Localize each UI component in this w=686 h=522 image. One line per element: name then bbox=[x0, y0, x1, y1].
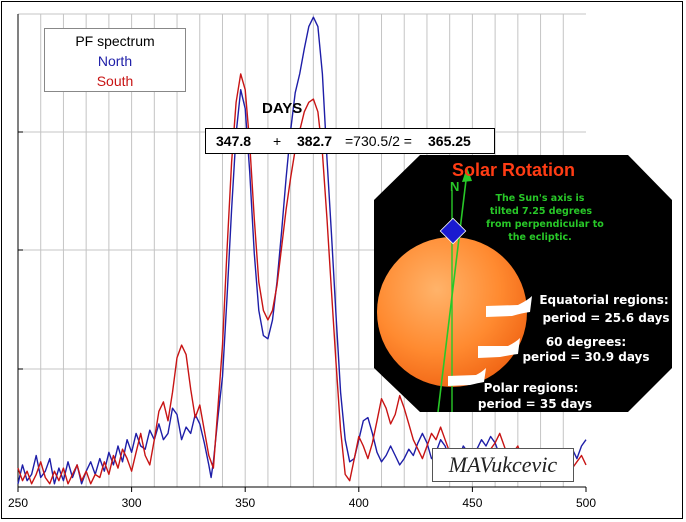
chart-legend: PF spectrum North South bbox=[44, 28, 186, 92]
x-axis-ticks: 250 300 350 400 450 500 bbox=[8, 487, 596, 510]
series-line-north bbox=[17, 16, 587, 485]
inset-title: Solar Rotation bbox=[452, 160, 575, 180]
axis-note-line-2: tilted 7.25 degrees bbox=[490, 206, 593, 217]
legend-title: PF spectrum bbox=[75, 33, 155, 49]
legend-entry-south: South bbox=[96, 73, 134, 89]
x-tick-label: 250 bbox=[8, 496, 28, 510]
equation-plus: + bbox=[273, 133, 282, 149]
x-tick-label: 400 bbox=[349, 496, 369, 510]
x-tick-label: 450 bbox=[462, 496, 482, 510]
axis-arrow-head bbox=[462, 167, 472, 182]
region-polar-line-1: Polar regions: bbox=[484, 381, 579, 395]
equatorial-flow-arrow bbox=[486, 296, 532, 317]
region-equatorial-line-2: period = 25.6 days bbox=[542, 311, 669, 325]
north-pole-marker bbox=[439, 217, 467, 245]
days-title: DAYS bbox=[262, 100, 303, 117]
equation-south-value: 382.7 bbox=[297, 133, 333, 149]
equation-result: 365.25 bbox=[428, 133, 471, 149]
region-equatorial-line-1: Equatorial regions: bbox=[539, 293, 668, 307]
axis-note-line-4: the ecliptic. bbox=[508, 232, 571, 243]
polar-flow-arrow bbox=[448, 368, 486, 386]
mid-latitude-flow-arrow bbox=[478, 338, 520, 358]
region-60deg-line-1: 60 degrees: bbox=[546, 335, 626, 349]
x-tick-label: 350 bbox=[235, 496, 255, 510]
equation-north-value: 347.8 bbox=[216, 133, 252, 149]
solar-rotation-inset: Solar Rotation N The Sun's axis is tilte… bbox=[374, 155, 672, 413]
period-equation-box: 347.8 + 382.7 =730.5/2 = 365.25 bbox=[205, 128, 495, 154]
axis-note-line-3: from perpendicular to bbox=[486, 219, 604, 230]
x-tick-label: 300 bbox=[122, 496, 142, 510]
region-polar-line-2: period = 35 days bbox=[478, 397, 592, 411]
north-label: N bbox=[450, 179, 459, 194]
equation-middle: =730.5/2 = bbox=[345, 133, 412, 149]
legend-entry-north: North bbox=[97, 53, 133, 69]
axis-note-line-1: The Sun's axis is bbox=[496, 193, 585, 204]
region-60deg-line-2: period = 30.9 days bbox=[522, 350, 649, 364]
x-tick-label: 500 bbox=[576, 496, 596, 510]
author-signature: MAVukcevic bbox=[432, 448, 574, 482]
